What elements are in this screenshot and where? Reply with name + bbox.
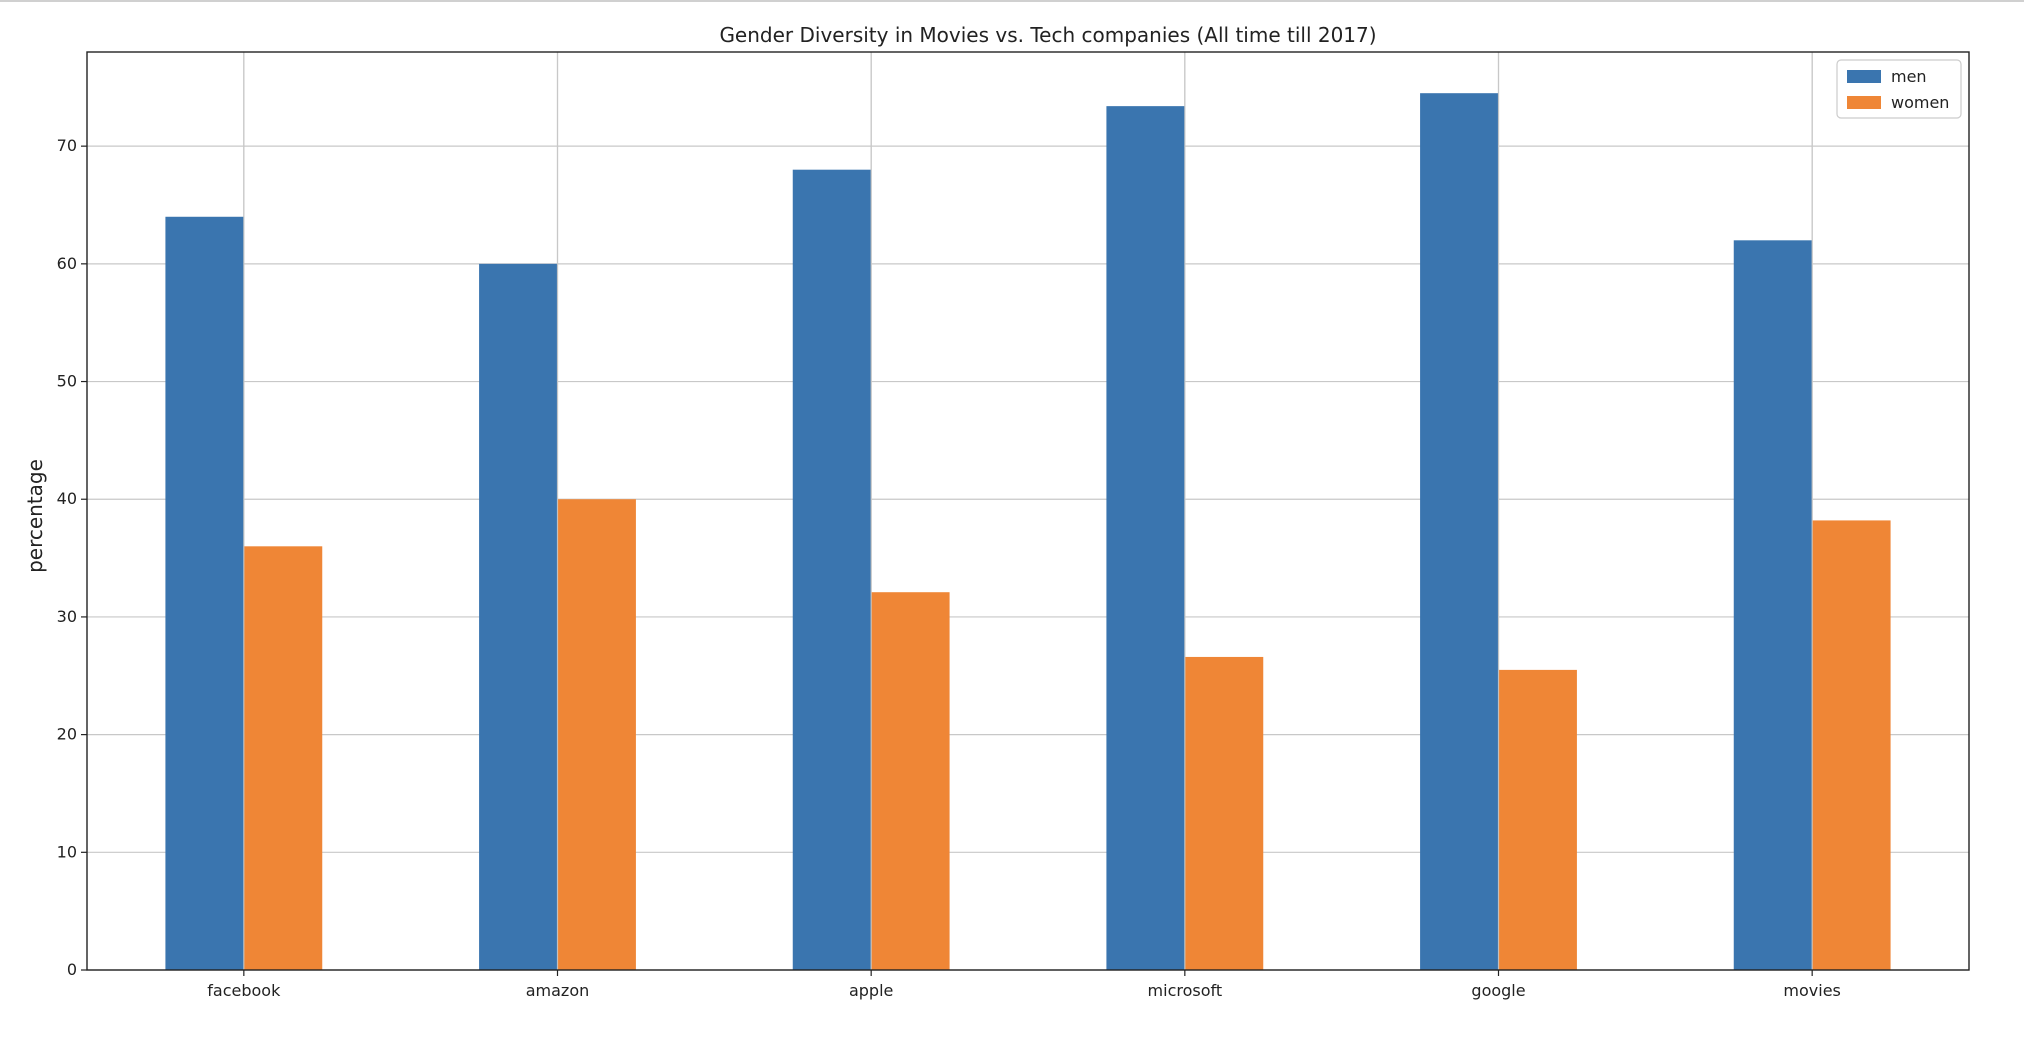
x-tick-label: apple	[849, 981, 893, 1000]
plot-frame	[86, 51, 1970, 971]
bar-women-microsoft	[1184, 656, 1264, 970]
legend-label-men: men	[1891, 67, 1927, 86]
gridlines	[87, 52, 1969, 971]
bar-men-facebook	[165, 216, 244, 970]
bar-women-movies	[1812, 520, 1891, 970]
bars	[165, 93, 1891, 971]
y-axis-label: percentage	[23, 459, 47, 573]
x-tick-label: facebook	[207, 981, 281, 1000]
chart-title: Gender Diversity in Movies vs. Tech comp…	[719, 23, 1376, 47]
bar-women-amazon	[557, 499, 636, 970]
y-tick-label: 50	[57, 372, 77, 391]
legend-swatch-men	[1847, 70, 1881, 83]
bar-men-amazon	[479, 263, 558, 970]
y-tick-label: 40	[57, 489, 77, 508]
axes: 0 10 20 30 40 50 60 70 facebook amazon apple micros…	[57, 51, 1970, 1000]
bar-men-microsoft	[1106, 106, 1185, 971]
bar-women-google	[1498, 669, 1577, 970]
y-tick-label: 30	[57, 607, 77, 626]
bar-men-apple	[792, 169, 872, 970]
legend-label-women: women	[1891, 93, 1949, 112]
y-tick-label: 0	[67, 960, 77, 979]
bar-men-movies	[1733, 240, 1813, 971]
bar-women-apple	[871, 592, 950, 970]
x-tick-label: google	[1471, 981, 1525, 1000]
x-tick-label: movies	[1783, 981, 1840, 1000]
legend-swatch-women	[1847, 96, 1881, 109]
bar-men-google	[1420, 93, 1499, 970]
x-tick-label: amazon	[526, 981, 590, 1000]
bar-women-facebook	[243, 546, 323, 970]
y-tick-label: 60	[57, 254, 77, 273]
y-tick-label: 70	[57, 136, 77, 155]
x-tick-label: microsoft	[1148, 981, 1223, 1000]
y-tick-label: 10	[57, 842, 77, 861]
y-tick-label: 20	[57, 725, 77, 744]
legend: men women	[1836, 59, 1962, 119]
